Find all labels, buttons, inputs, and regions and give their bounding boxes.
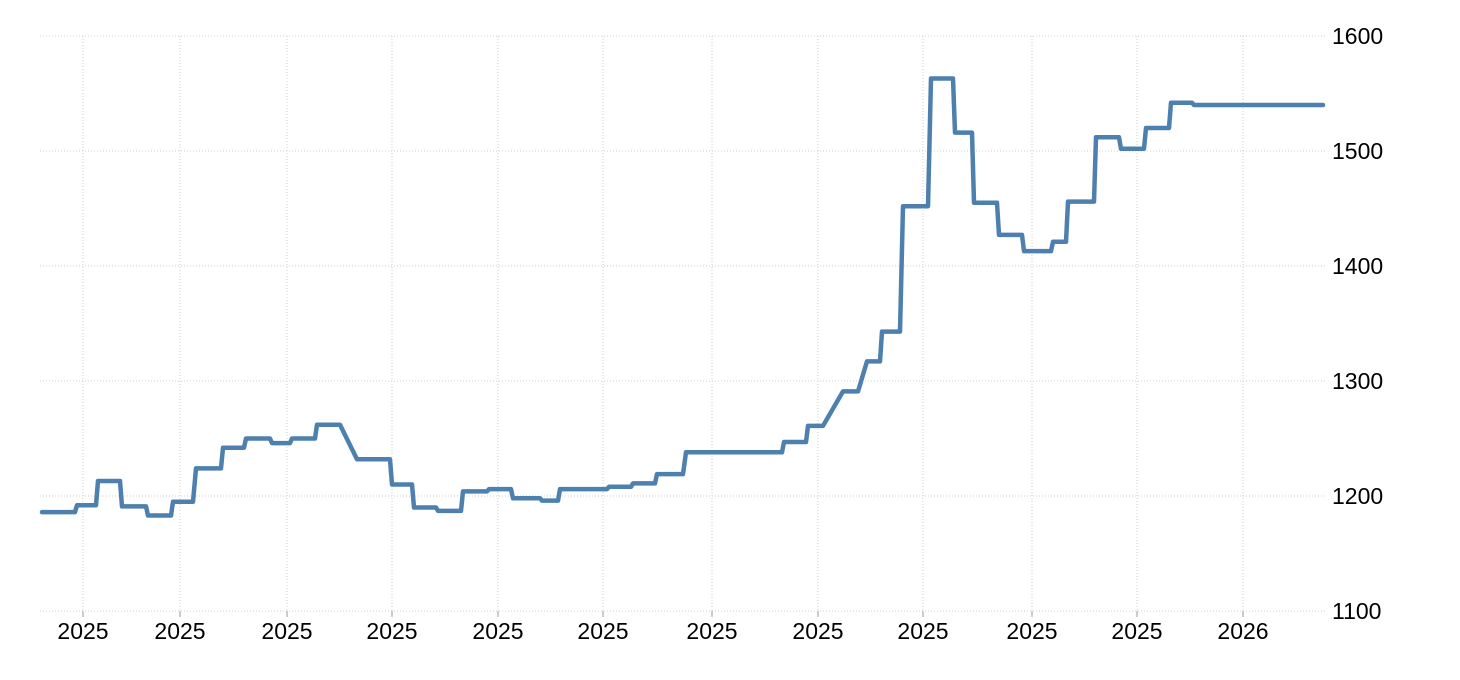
x-axis-label: 2025 [472,618,523,644]
x-axis-label: 2025 [261,618,312,644]
x-axis-label: 2025 [792,618,843,644]
y-axis-label: 1100 [1332,598,1381,624]
price-series-line[interactable] [39,76,1326,518]
y-axis-label: 1200 [1332,483,1383,509]
x-axis-label: 2025 [57,618,108,644]
x-axis-label: 2025 [154,618,205,644]
y-axis-label: 1500 [1332,138,1383,164]
x-axis-label: 2025 [366,618,417,644]
y-axis-label: 1400 [1332,253,1383,279]
x-axis-label: 2025 [1006,618,1057,644]
x-axis-label: 2025 [897,618,948,644]
x-axis-label: 2025 [686,618,737,644]
x-axis-label: 2026 [1217,618,1268,644]
x-axis-label: 2025 [577,618,628,644]
x-axis-label: 2025 [1111,618,1162,644]
y-axis-label: 1600 [1332,23,1383,49]
y-axis-label: 1300 [1332,368,1383,394]
